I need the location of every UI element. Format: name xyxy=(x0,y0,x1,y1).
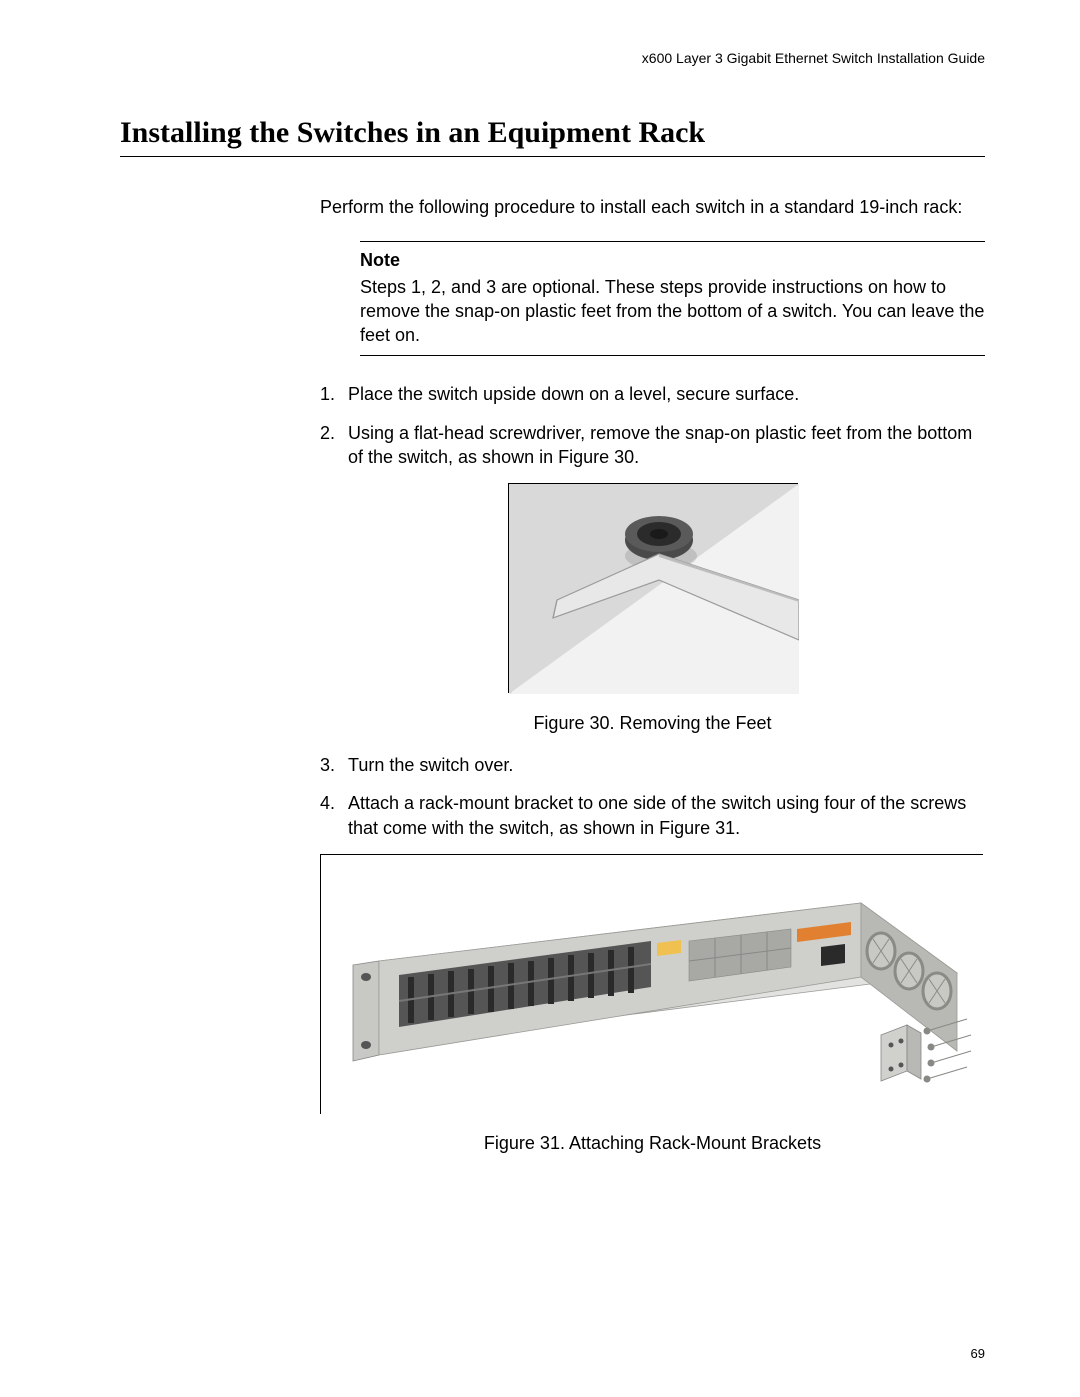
figure-30-caption: Figure 30. Removing the Feet xyxy=(320,711,985,735)
note-label: Note xyxy=(360,248,985,272)
step-number: 3. xyxy=(320,753,348,777)
figure-31-caption: Figure 31. Attaching Rack-Mount Brackets xyxy=(320,1131,985,1155)
list-item: 2. Using a flat-head screwdriver, remove… xyxy=(320,421,985,470)
list-item: 3. Turn the switch over. xyxy=(320,753,985,777)
content-area: Perform the following procedure to insta… xyxy=(320,195,985,1155)
figure-31 xyxy=(320,854,985,1121)
figure-31-image xyxy=(320,854,983,1114)
step-text: Place the switch upside down on a level,… xyxy=(348,382,985,406)
step-number: 1. xyxy=(320,382,348,406)
intro-text: Perform the following procedure to insta… xyxy=(320,195,985,219)
step-number: 2. xyxy=(320,421,348,470)
section-title: Installing the Switches in an Equipment … xyxy=(120,116,985,157)
page-number: 69 xyxy=(971,1346,985,1361)
step-list: 1. Place the switch upside down on a lev… xyxy=(320,382,985,469)
figure-30 xyxy=(320,483,985,700)
list-item: 4. Attach a rack-mount bracket to one si… xyxy=(320,791,985,840)
note-body: Steps 1, 2, and 3 are optional. These st… xyxy=(360,275,985,348)
step-text: Attach a rack-mount bracket to one side … xyxy=(348,791,985,840)
step-text: Turn the switch over. xyxy=(348,753,985,777)
step-text: Using a flat-head screwdriver, remove th… xyxy=(348,421,985,470)
list-item: 1. Place the switch upside down on a lev… xyxy=(320,382,985,406)
step-list-cont: 3. Turn the switch over. 4. Attach a rac… xyxy=(320,753,985,840)
note-block: Note Steps 1, 2, and 3 are optional. The… xyxy=(360,241,985,356)
step-number: 4. xyxy=(320,791,348,840)
doc-header: x600 Layer 3 Gigabit Ethernet Switch Ins… xyxy=(120,50,985,66)
figure-30-image xyxy=(508,483,798,693)
